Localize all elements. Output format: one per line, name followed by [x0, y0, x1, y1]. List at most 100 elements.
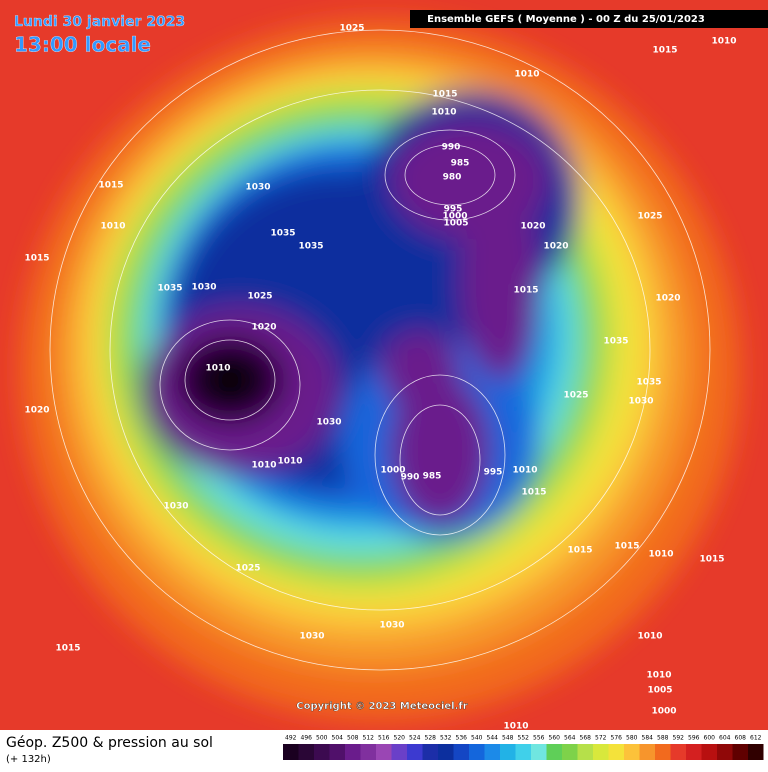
scale-label: 568: [580, 735, 592, 742]
scale-label: 556: [533, 735, 545, 742]
scale-label: 584: [642, 735, 654, 742]
color-scale: 492 496 500 504 508 512 516 520 524 528 532 536 540 5…: [283, 735, 764, 760]
isobar-label: 1010: [646, 671, 671, 681]
scale-swatch: [329, 744, 345, 760]
isobar-label: 1030: [163, 502, 188, 512]
isobar-label: 1010: [277, 457, 302, 467]
isobar-label: 980: [443, 173, 462, 183]
isobar-label: 1000: [651, 707, 676, 717]
model-info: Ensemble GEFS ( Moyenne ) - 00 Z du 25/0…: [427, 14, 705, 25]
isobar-label: 1010: [514, 70, 539, 80]
isobar-label: 1015: [567, 546, 592, 556]
scale-label: 548: [502, 735, 514, 742]
scale-swatch: [748, 744, 764, 760]
scale-swatch: [531, 744, 547, 760]
isobar-label: 1015: [699, 555, 724, 565]
isobar-label: 1025: [247, 292, 272, 302]
isobar-label: 1015: [521, 488, 546, 498]
geopotential-field: [0, 0, 768, 730]
scale-label: 520: [394, 735, 406, 742]
isobar-label: 1015: [432, 90, 457, 100]
scale-label: 564: [564, 735, 576, 742]
scale-swatch: [500, 744, 516, 760]
isobar-label: 995: [444, 205, 463, 215]
isobar-label: 1015: [24, 254, 49, 264]
scale-label: 528: [425, 735, 437, 742]
scale-swatch: [422, 744, 438, 760]
footer-title: Géop. Z500 & pression au sol: [6, 735, 213, 751]
scale-label: 512: [363, 735, 375, 742]
isobar-label: 1010: [251, 461, 276, 471]
isobar-label: 1010: [637, 632, 662, 642]
scale-label: 604: [719, 735, 731, 742]
isobar-label: 1010: [503, 722, 528, 732]
isobar-label: 1015: [614, 542, 639, 552]
isobar-label: 1035: [157, 284, 182, 294]
scale-swatch: [407, 744, 423, 760]
scale-swatch: [593, 744, 609, 760]
isobar-label: 1020: [655, 294, 680, 304]
isobar-label: 1015: [98, 181, 123, 191]
isobar-label: 1005: [647, 686, 672, 696]
scale-swatch: [469, 744, 485, 760]
scale-swatch: [701, 744, 717, 760]
isobar-label: 1005: [443, 219, 468, 229]
isobar-label: 1010: [711, 37, 736, 47]
isobar-label: 1000: [380, 466, 405, 476]
scale-label: 552: [518, 735, 530, 742]
isobar-label: 1020: [251, 323, 276, 333]
isobar-label: 1010: [648, 550, 673, 560]
isobar-label: 1025: [339, 24, 364, 34]
isobar-label: 1030: [379, 621, 404, 631]
scale-label: 508: [347, 735, 359, 742]
scale-label: 580: [626, 735, 638, 742]
scale-swatch: [686, 744, 702, 760]
date: Lundi 30 janvier 2023: [14, 14, 185, 30]
scale-swatch: [577, 744, 593, 760]
isobar-label: 1035: [636, 378, 661, 388]
scale-swatch: [391, 744, 407, 760]
isobar-label: 1030: [316, 418, 341, 428]
isobars: [49, 29, 711, 671]
isobar-label: 1010: [512, 466, 537, 476]
isobar-label: 1015: [55, 644, 80, 654]
scale-label: 592: [673, 735, 685, 742]
isobar-label: 1000: [442, 212, 467, 222]
scale-swatch: [546, 744, 562, 760]
isobar-label: 1030: [245, 183, 270, 193]
isobar-label: 1025: [563, 391, 588, 401]
isobar-label: 1030: [628, 397, 653, 407]
isobar-label: 1035: [270, 229, 295, 239]
scale-swatch: [453, 744, 469, 760]
copyright: Copyright © 2023 Meteociel.fr: [296, 701, 467, 712]
scale-label: 600: [704, 735, 716, 742]
isobar-label: 1010: [100, 222, 125, 232]
scale-label: 504: [332, 735, 344, 742]
scale-label: 516: [378, 735, 390, 742]
isobar-label: 1025: [235, 564, 260, 574]
scale-label: 492: [285, 735, 297, 742]
scale-swatch: [438, 744, 454, 760]
isobar-label: 1020: [24, 406, 49, 416]
scale-label: 576: [611, 735, 623, 742]
scale-swatch: [562, 744, 578, 760]
isobar-label: 990: [442, 143, 461, 153]
isobar-label: 990: [401, 473, 420, 483]
scale-swatch: [298, 744, 314, 760]
scale-label: 572: [595, 735, 607, 742]
isobar-label: 1010: [431, 108, 456, 118]
scale-swatch: [608, 744, 624, 760]
scale-swatch: [624, 744, 640, 760]
scale-swatch: [484, 744, 500, 760]
isobar-label: 1025: [637, 212, 662, 222]
scale-swatch: [670, 744, 686, 760]
scale-label: 608: [735, 735, 747, 742]
isobar-label: 1035: [298, 242, 323, 252]
scale-swatch: [639, 744, 655, 760]
scale-swatch: [360, 744, 376, 760]
scale-swatch: [345, 744, 361, 760]
scale-label: 596: [688, 735, 700, 742]
scale-swatch: [717, 744, 733, 760]
model-banner: [410, 10, 768, 28]
